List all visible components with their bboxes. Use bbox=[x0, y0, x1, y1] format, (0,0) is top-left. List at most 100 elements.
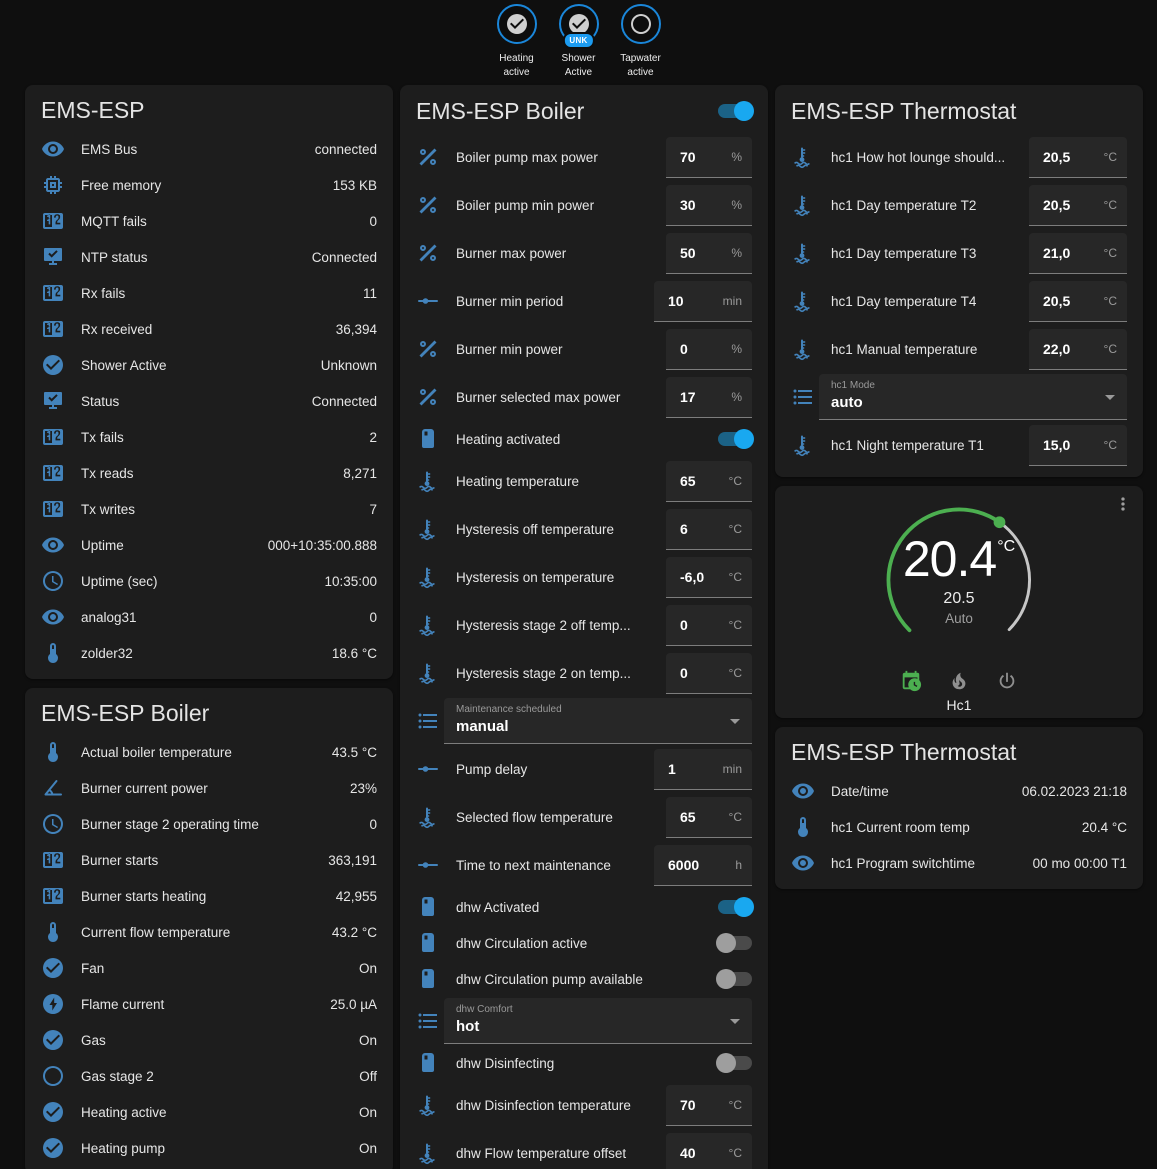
number-input[interactable]: 65 °C bbox=[666, 796, 752, 838]
number-input[interactable]: 22,0 °C bbox=[1029, 328, 1127, 370]
number-row[interactable]: Boiler pump max power 70% bbox=[400, 133, 768, 181]
number-input[interactable]: 15,0 °C bbox=[1029, 424, 1127, 466]
number-input[interactable]: 10 min bbox=[654, 280, 752, 322]
number-row[interactable]: Hysteresis stage 2 on temp... 0 °C bbox=[400, 649, 768, 697]
number-row[interactable]: Hysteresis on temperature -6,0 °C bbox=[400, 553, 768, 601]
state-badge[interactable]: UNK Shower Active bbox=[550, 4, 608, 79]
select-row[interactable]: hc1 Mode auto bbox=[775, 373, 1143, 421]
power-mode-button[interactable] bbox=[996, 670, 1018, 692]
number-row[interactable]: dhw Disinfection temperature 70 °C bbox=[400, 1081, 768, 1129]
entity-row[interactable]: analog31 0 bbox=[25, 599, 393, 635]
number-row[interactable]: Hysteresis stage 2 off temp... 0 °C bbox=[400, 601, 768, 649]
entity-row[interactable]: Burner current power 23% bbox=[25, 770, 393, 806]
entity-row[interactable]: Gas stage 2 Off bbox=[25, 1058, 393, 1094]
number-input[interactable]: 70% bbox=[666, 136, 752, 178]
select-row[interactable]: Maintenance scheduled manual bbox=[400, 697, 768, 745]
number-input[interactable]: -6,0 °C bbox=[666, 556, 752, 598]
number-row[interactable]: Boiler pump min power 30% bbox=[400, 181, 768, 229]
select-row[interactable]: dhw Comfort hot bbox=[400, 997, 768, 1045]
entity-row[interactable]: Burner starts 363,191 bbox=[25, 842, 393, 878]
toggle-row[interactable]: dhw Circulation active bbox=[400, 925, 768, 961]
entity-row[interactable]: Burner starts heating 42,955 bbox=[25, 878, 393, 914]
state-badge[interactable]: Tapwater active bbox=[612, 4, 670, 79]
entity-row[interactable]: Actual boiler temperature 43.5 °C bbox=[25, 734, 393, 770]
number-row[interactable]: hc1 Manual temperature 22,0 °C bbox=[775, 325, 1143, 373]
coolant-icon bbox=[416, 1093, 440, 1117]
number-input[interactable]: 0 °C bbox=[666, 652, 752, 694]
entity-row[interactable]: Tx writes 7 bbox=[25, 491, 393, 527]
entity-row[interactable]: Current flow temperature 43.2 °C bbox=[25, 914, 393, 950]
number-row[interactable]: hc1 How hot lounge should... 20,5 °C bbox=[775, 133, 1143, 181]
number-row[interactable]: Pump delay 1 min bbox=[400, 745, 768, 793]
select-input[interactable]: dhw Comfort hot bbox=[444, 998, 752, 1044]
number-input[interactable]: 40 °C bbox=[666, 1132, 752, 1169]
number-row[interactable]: Burner min power 0% bbox=[400, 325, 768, 373]
entity-row[interactable]: Heating active On bbox=[25, 1094, 393, 1130]
toggle-row[interactable]: dhw Circulation pump available bbox=[400, 961, 768, 997]
select-input[interactable]: hc1 Mode auto bbox=[819, 374, 1127, 420]
number-input[interactable]: 6 °C bbox=[666, 508, 752, 550]
entity-row[interactable]: Gas On bbox=[25, 1022, 393, 1058]
entity-row[interactable]: Tx reads 8,271 bbox=[25, 455, 393, 491]
number-input[interactable]: 20,5 °C bbox=[1029, 136, 1127, 178]
select-input[interactable]: Maintenance scheduled manual bbox=[444, 698, 752, 744]
number-input[interactable]: 0% bbox=[666, 328, 752, 370]
number-row[interactable]: hc1 Day temperature T4 20,5 °C bbox=[775, 277, 1143, 325]
toggle-switch[interactable] bbox=[716, 969, 752, 989]
entity-row[interactable]: Rx received 36,394 bbox=[25, 311, 393, 347]
number-input[interactable]: 30% bbox=[666, 184, 752, 226]
thermostat-dial[interactable]: 20.4 °C 20.5 Auto bbox=[875, 496, 1043, 664]
entity-row[interactable]: Flame current 25.0 µA bbox=[25, 986, 393, 1022]
number-input[interactable]: 0 °C bbox=[666, 604, 752, 646]
calendar-clock-mode-button[interactable] bbox=[900, 670, 922, 692]
entity-row[interactable]: Status Connected bbox=[25, 383, 393, 419]
card-header-toggle[interactable] bbox=[718, 101, 754, 121]
entity-row[interactable]: MQTT fails 0 bbox=[25, 203, 393, 239]
entity-row[interactable]: Uptime (sec) 10:35:00 bbox=[25, 563, 393, 599]
number-input[interactable]: 6000 h bbox=[654, 844, 752, 886]
number-input[interactable]: 17% bbox=[666, 376, 752, 418]
state-badge[interactable]: Heating active bbox=[488, 4, 546, 79]
entity-row[interactable]: Rx fails 11 bbox=[25, 275, 393, 311]
entity-row[interactable]: Uptime 000+10:35:00.888 bbox=[25, 527, 393, 563]
number-row[interactable]: Burner min period 10 min bbox=[400, 277, 768, 325]
toggle-switch[interactable] bbox=[716, 1053, 752, 1073]
entity-row[interactable]: Free memory 153 KB bbox=[25, 167, 393, 203]
entity-row[interactable]: Shower Active Unknown bbox=[25, 347, 393, 383]
number-row[interactable]: Time to next maintenance 6000 h bbox=[400, 841, 768, 889]
entity-row[interactable]: Burner stage 2 operating time 0 bbox=[25, 806, 393, 842]
number-input[interactable]: 21,0 °C bbox=[1029, 232, 1127, 274]
number-row[interactable]: hc1 Day temperature T3 21,0 °C bbox=[775, 229, 1143, 277]
toggle-switch[interactable] bbox=[716, 933, 752, 953]
number-row[interactable]: dhw Flow temperature offset 40 °C bbox=[400, 1129, 768, 1169]
number-input[interactable]: 1 min bbox=[654, 748, 752, 790]
toggle-switch[interactable] bbox=[718, 429, 754, 449]
toggle-row[interactable]: dhw Activated bbox=[400, 889, 768, 925]
more-menu-button[interactable] bbox=[1113, 494, 1133, 514]
entity-row[interactable]: Tx fails 2 bbox=[25, 419, 393, 455]
number-row[interactable]: Burner max power 50% bbox=[400, 229, 768, 277]
number-input[interactable]: 20,5 °C bbox=[1029, 280, 1127, 322]
number-row[interactable]: Hysteresis off temperature 6 °C bbox=[400, 505, 768, 553]
entity-row[interactable]: Heating pump On bbox=[25, 1130, 393, 1166]
entity-row[interactable]: Fan On bbox=[25, 950, 393, 986]
number-row[interactable]: Burner selected max power 17% bbox=[400, 373, 768, 421]
number-row[interactable]: Heating temperature 65 °C bbox=[400, 457, 768, 505]
entity-row[interactable]: Date/time 06.02.2023 21:18 bbox=[775, 773, 1143, 809]
toggle-row[interactable]: Heating activated bbox=[400, 421, 768, 457]
number-row[interactable]: hc1 Night temperature T1 15,0 °C bbox=[775, 421, 1143, 469]
entity-row[interactable]: hc1 Program switchtime 00 mo 00:00 T1 bbox=[775, 845, 1143, 881]
number-input[interactable]: 70 °C bbox=[666, 1084, 752, 1126]
number-row[interactable]: hc1 Day temperature T2 20,5 °C bbox=[775, 181, 1143, 229]
entity-row[interactable]: zolder32 18.6 °C bbox=[25, 635, 393, 671]
number-input[interactable]: 65 °C bbox=[666, 460, 752, 502]
toggle-row[interactable]: dhw Disinfecting bbox=[400, 1045, 768, 1081]
number-input[interactable]: 50% bbox=[666, 232, 752, 274]
entity-row[interactable]: hc1 Current room temp 20.4 °C bbox=[775, 809, 1143, 845]
fire-mode-button[interactable] bbox=[948, 670, 970, 692]
toggle-switch[interactable] bbox=[718, 897, 754, 917]
entity-row[interactable]: NTP status Connected bbox=[25, 239, 393, 275]
number-row[interactable]: Selected flow temperature 65 °C bbox=[400, 793, 768, 841]
number-input[interactable]: 20,5 °C bbox=[1029, 184, 1127, 226]
entity-row[interactable]: EMS Bus connected bbox=[25, 131, 393, 167]
